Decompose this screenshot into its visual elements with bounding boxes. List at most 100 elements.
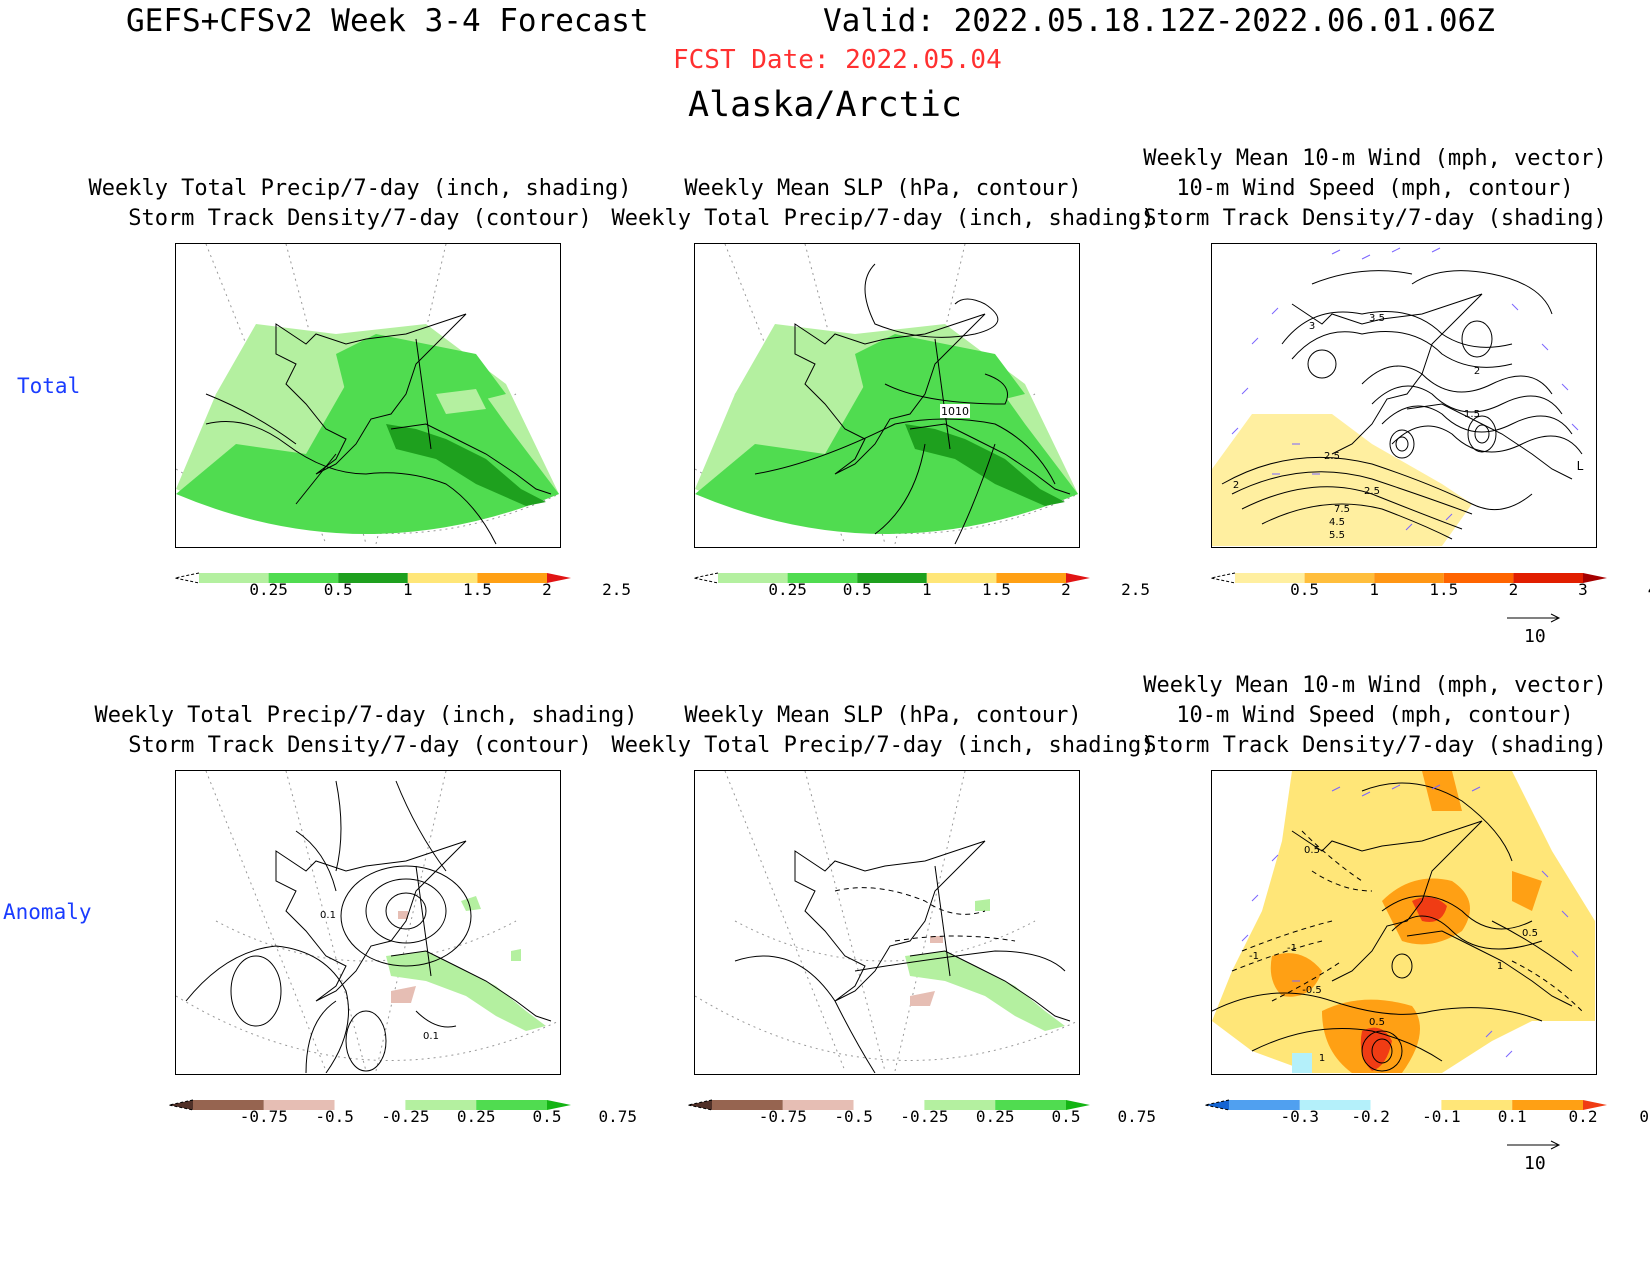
colorbar-swatch — [1512, 1100, 1583, 1110]
colorbar-swatch — [1235, 573, 1305, 583]
colorbar-tick-label: -0.1 — [1422, 1107, 1461, 1126]
colorbar-tick-label: 0.25 — [975, 1107, 1015, 1126]
colorbar-tick-label: -0.3 — [1280, 1107, 1320, 1126]
precip-anomaly-negative — [398, 911, 408, 919]
forecast-date: FCST Date: 2022.05.04 — [673, 45, 1002, 75]
colorbar-swatch — [1441, 1100, 1513, 1110]
coastline-southeast — [390, 423, 552, 495]
contour-label: -0.5 — [1302, 985, 1322, 996]
colorbar-swatch — [1066, 1100, 1090, 1110]
storm-track-contour — [295, 453, 337, 505]
colorbar-total-precip — [174, 570, 571, 586]
colorbar-swatch — [694, 573, 718, 583]
colorbar-tick-label: 0.5 — [323, 580, 353, 599]
low-pressure-marker: L — [1577, 459, 1584, 473]
colorbar-swatch — [718, 573, 788, 583]
contour-label: 7.5 — [1334, 504, 1350, 515]
colorbar-tick-label: 1.5 — [981, 580, 1011, 599]
colorbar-tick-label: 4 — [1648, 580, 1650, 599]
map-panel-total-wind: 3.5 3 2.5 2 1.5 2.5 7.5 4.5 5.5 2 L — [1211, 243, 1597, 548]
slp-isobar — [874, 443, 926, 535]
contour-label: 2 — [1474, 366, 1480, 377]
colorbar-tick-label: -0.75 — [758, 1107, 807, 1126]
border-line — [415, 338, 432, 450]
wind-speed-contours — [1221, 270, 1583, 540]
colorbar-tick-label: 0.5 — [532, 1107, 562, 1126]
colorbar-swatch — [924, 1100, 996, 1110]
panel-title-p3-line1: Weekly Mean 10-m Wind (mph, vector) — [1143, 146, 1607, 171]
colorbar-tick-label: 1.5 — [462, 580, 492, 599]
colorbar-swatch — [787, 573, 858, 583]
colorbar-tick-label: -0.75 — [239, 1107, 288, 1126]
slp-isobar — [864, 263, 999, 338]
coastline — [1291, 293, 1483, 455]
wind-vectors — [1231, 247, 1579, 531]
colorbar-swatch — [1304, 573, 1375, 583]
colorbar-tick-label: 0.5 — [842, 580, 872, 599]
storm-track-contour — [205, 421, 497, 545]
panel-title-p1-line2: Storm Track Density/7-day (contour) — [128, 206, 592, 231]
colorbar-swatch — [1211, 573, 1235, 583]
colorbar-swatch — [926, 573, 997, 583]
region-title: Alaska/Arctic — [688, 85, 962, 125]
contour-label: 5.5 — [1329, 530, 1345, 541]
colorbar-swatch — [547, 1100, 571, 1110]
colorbar-tick-label: 0.3 — [1639, 1107, 1650, 1126]
density-anomaly-positive-strong — [1270, 953, 1322, 997]
density-anomaly-positive-strong — [1512, 871, 1542, 911]
precip-shading-medium-top — [336, 334, 506, 404]
colorbar-swatch — [1066, 573, 1090, 583]
colorbar-swatch — [193, 1100, 264, 1110]
colorbar-swatch — [199, 573, 269, 583]
panel-title-p6-line2: 10-m Wind Speed (mph, contour) — [1176, 703, 1574, 728]
colorbar-tick-label: 0.1 — [1497, 1107, 1527, 1126]
colorbar-swatch — [996, 573, 1066, 583]
colorbar-swatch — [712, 1100, 783, 1110]
colorbar-tick-label: 0.75 — [598, 1107, 638, 1126]
colorbar-swatch — [175, 573, 199, 583]
colorbar-tick-label: 0.5 — [1051, 1107, 1081, 1126]
colorbar-tick-label: -0.25 — [900, 1107, 949, 1126]
slp-isobar — [884, 373, 1008, 405]
main-title: GEFS+CFSv2 Week 3-4 Forecast — [126, 3, 649, 39]
panel-title-p6-line3: Storm Track Density/7-day (shading) — [1143, 733, 1607, 758]
map-panel-total-slp: 1010 — [694, 243, 1080, 548]
colorbar-swatch — [1374, 573, 1444, 583]
precip-anomaly-positive — [511, 949, 521, 961]
colorbar-tick-label: -0.25 — [381, 1107, 430, 1126]
precip-shading-light-gulf — [436, 389, 486, 414]
vector-reference-label: 10 — [1524, 1153, 1546, 1174]
colorbar-swatch — [338, 573, 408, 583]
contour-label: 2 — [1233, 480, 1239, 491]
colorbar-tick-label: 1.5 — [1429, 580, 1459, 599]
row-label-anomaly: Anomaly — [3, 900, 92, 924]
colorbar-swatch — [688, 1100, 712, 1110]
colorbar-tick-label: -0.5 — [315, 1107, 354, 1126]
row-label-total: Total — [17, 374, 81, 398]
map-panel-total-precip — [175, 243, 561, 548]
panel-title-p1-line1: Weekly Total Precip/7-day (inch, shading… — [88, 176, 632, 201]
colorbar-tick-label: 2.5 — [602, 580, 632, 599]
vector-reference-label: 10 — [1524, 626, 1546, 647]
colorbar-swatch — [1229, 1100, 1300, 1110]
colorbar-tick-label: 1 — [402, 580, 413, 599]
vector-reference-arrow-icon — [1507, 613, 1561, 623]
contour-label: -1 — [1249, 951, 1259, 962]
colorbar-swatch — [547, 573, 571, 583]
colorbar-swatch — [169, 1100, 193, 1110]
colorbar-tick-label: 0.25 — [456, 1107, 496, 1126]
colorbar-swatch — [407, 573, 478, 583]
colorbar-tick-label: 1 — [921, 580, 932, 599]
colorbar-swatch — [1583, 1100, 1607, 1110]
colorbar-tick-label: 2 — [542, 580, 552, 599]
colorbar-tick-label: 0.75 — [1117, 1107, 1157, 1126]
colorbar-tick-label: 3 — [1578, 580, 1588, 599]
colorbar-anomaly-slp-precip — [687, 1097, 1090, 1113]
colorbar-total-slp-precip — [693, 570, 1090, 586]
density-anomaly-negative — [1292, 1053, 1312, 1073]
contour-label: 0.1 — [423, 1031, 439, 1042]
vector-reference-arrow-icon — [1507, 1140, 1561, 1150]
contour-label: 4.5 — [1329, 517, 1345, 528]
contour-label: 1.5 — [1464, 409, 1480, 420]
panel-title-p5-line2: Weekly Total Precip/7-day (inch, shading… — [611, 733, 1155, 758]
